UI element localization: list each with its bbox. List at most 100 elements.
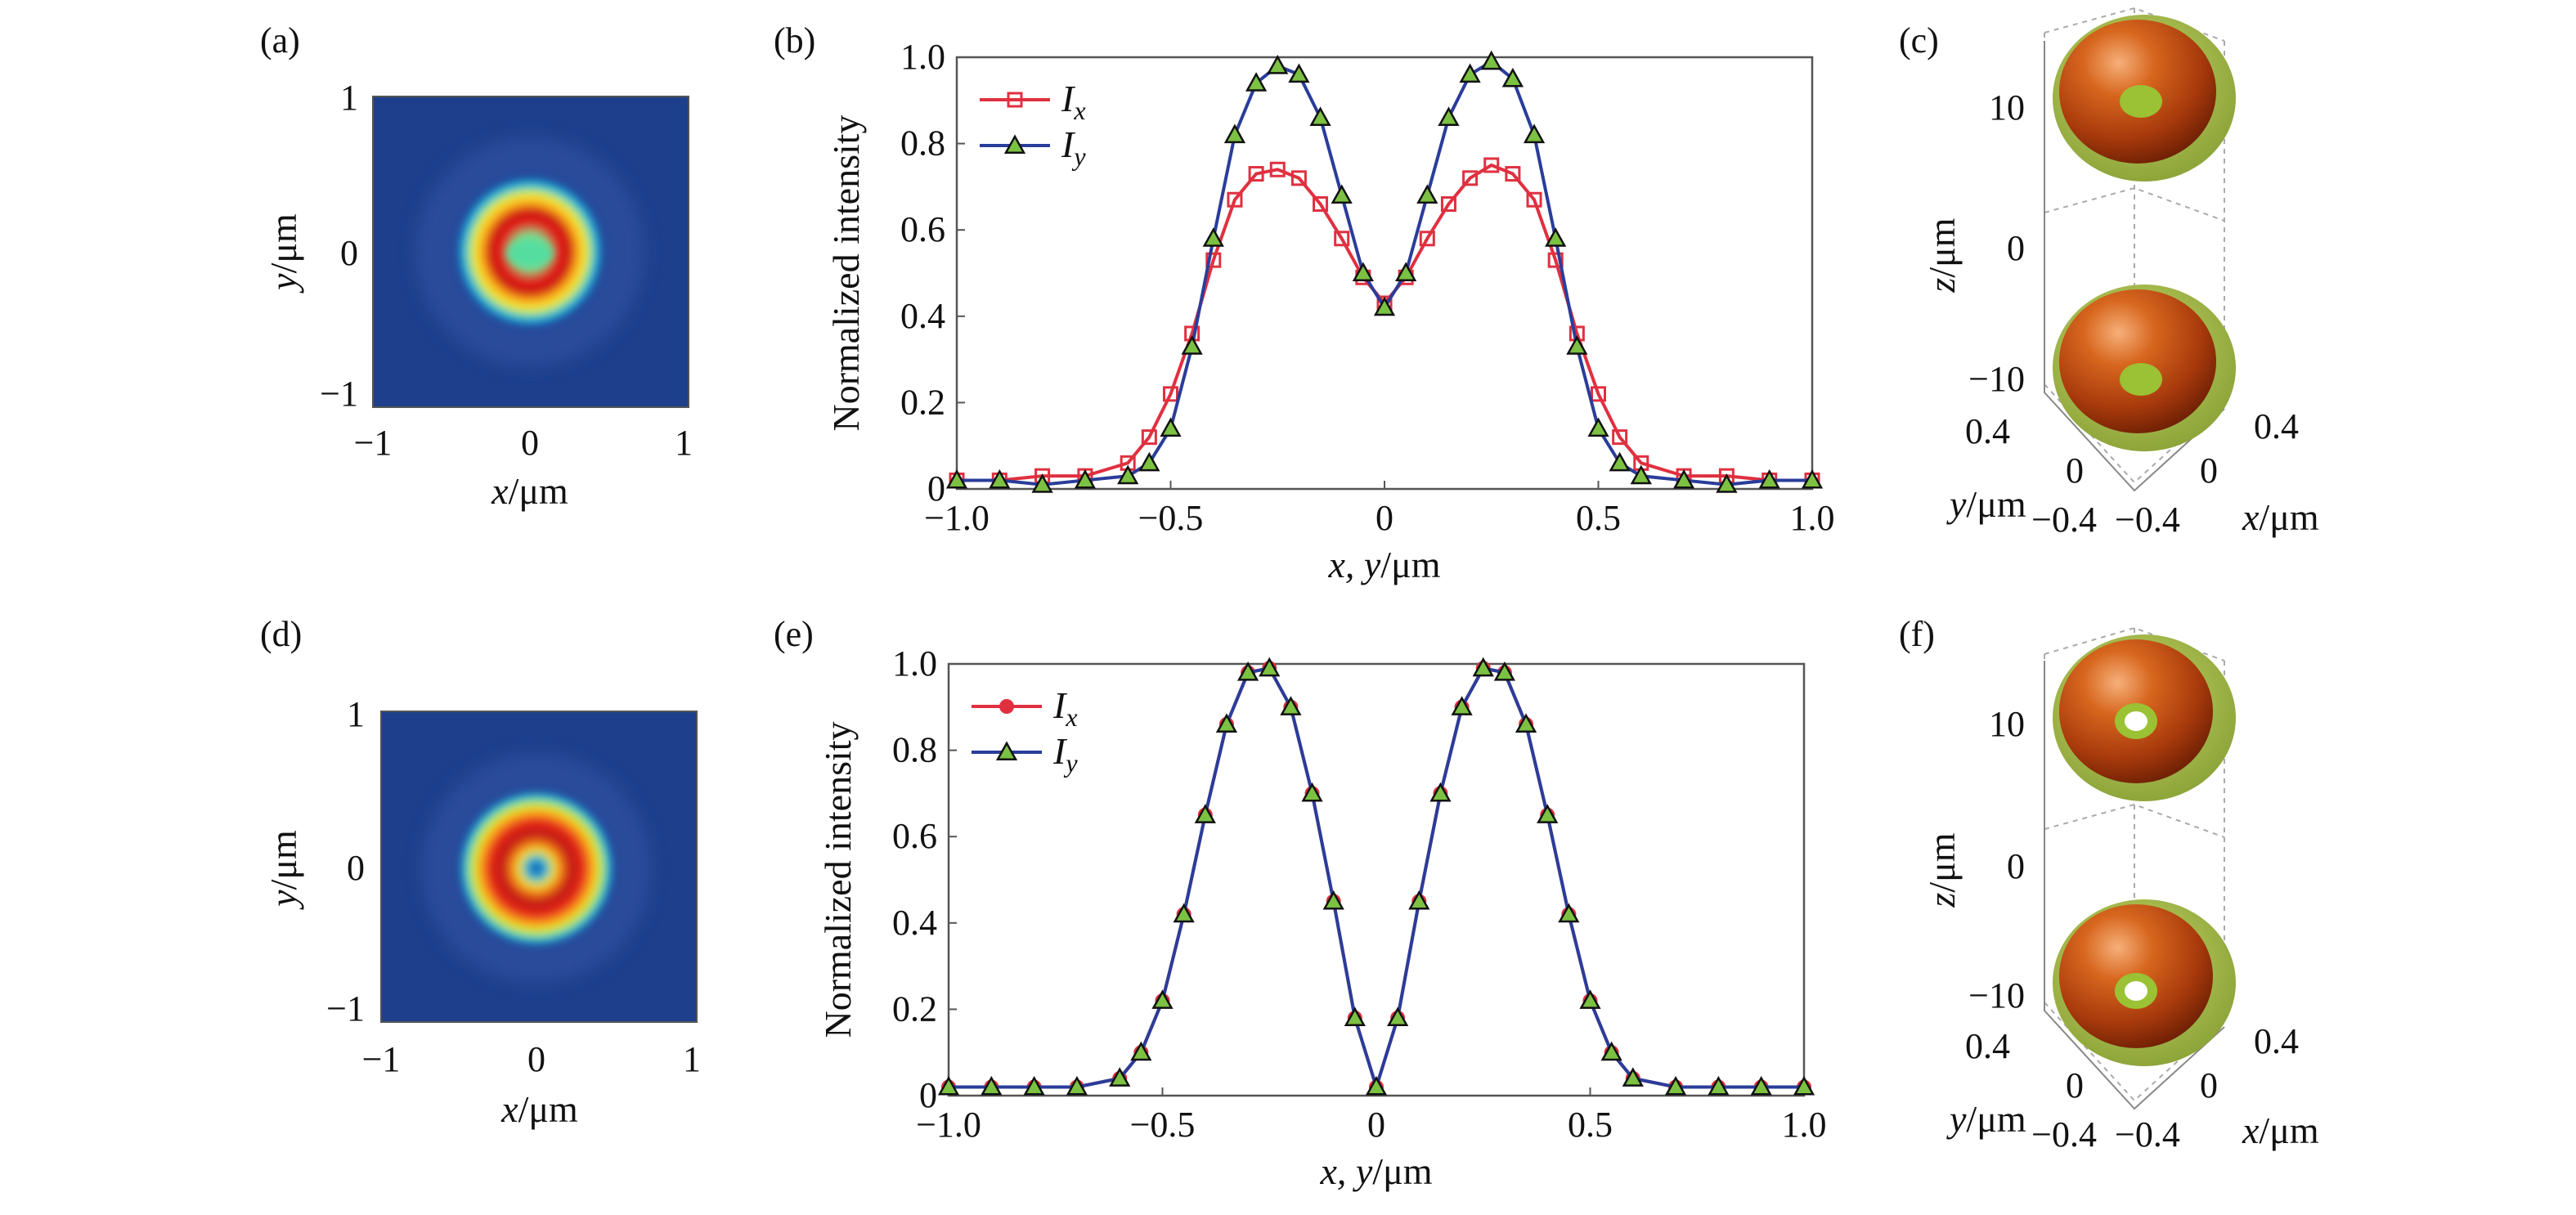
- c-ytick-2: −0.4: [2031, 500, 2097, 540]
- f-torus-hole-top: [2125, 711, 2147, 731]
- a-xtick-mid: 0: [521, 423, 539, 463]
- legend-marker: [995, 741, 1018, 761]
- data-point: [1269, 161, 1286, 177]
- c-xlabel: x/μm: [2242, 496, 2319, 538]
- panel-f: (f) 10 0 −10 z/μm 0.4 0 −0.4 0.4 0 −0.4 …: [1899, 614, 2319, 1154]
- d-xtick-mid: 0: [527, 1039, 545, 1079]
- data-point: [1600, 1041, 1622, 1061]
- c-ztick-top: 10: [1989, 87, 2025, 128]
- a-ytick-top: 1: [340, 78, 358, 118]
- data-point: [1664, 1075, 1687, 1096]
- f-zlabel: z/μm: [1921, 832, 1963, 908]
- data-point: [1716, 473, 1738, 493]
- f-ztick-mid: 0: [2007, 846, 2025, 886]
- panel-d: (d) 1 0 −1 −1 0 1 x/μm y/μm: [260, 614, 701, 1130]
- data-point: [1493, 661, 1516, 681]
- panel-label-c: (c): [1899, 20, 1939, 61]
- data-point: [1313, 196, 1329, 213]
- data-point: [1023, 1075, 1045, 1096]
- data-point: [1591, 386, 1606, 402]
- data-point: [1031, 473, 1053, 493]
- ylabel-b: Normalized intensity: [825, 114, 867, 431]
- xtick-label: 0.5: [1576, 498, 1621, 538]
- data-point: [1395, 262, 1417, 282]
- f-ztick-bottom: −10: [1968, 975, 2025, 1015]
- data-point: [1793, 1075, 1815, 1096]
- a-ytick-bottom: −1: [320, 374, 358, 414]
- data-point: [1480, 50, 1502, 70]
- data-point: [1173, 903, 1195, 923]
- d-xlabel: x/μm: [500, 1088, 578, 1130]
- a-xtick-left: −1: [354, 423, 393, 463]
- data-point: [1074, 469, 1097, 489]
- xtick-label: 1.0: [1790, 498, 1835, 538]
- data-point: [1526, 191, 1542, 208]
- data-point: [1501, 67, 1524, 87]
- plot-frame-b: [955, 56, 1814, 491]
- data-point: [1236, 661, 1259, 681]
- c-3d-box: [2044, 7, 2225, 484]
- f-torus-top: [2053, 634, 2236, 801]
- data-point: [1202, 227, 1224, 247]
- ytick-label: 0.2: [900, 382, 945, 422]
- ytick-label: 0.4: [892, 903, 937, 943]
- legend-label: Ix: [1061, 78, 1086, 125]
- legend-marker: [1003, 134, 1026, 155]
- data-point: [1117, 464, 1139, 485]
- data-point: [981, 1075, 1003, 1096]
- data-point: [1579, 989, 1601, 1009]
- heatmap-d-frame: [380, 711, 698, 1023]
- data-point: [1130, 1041, 1152, 1061]
- d-xtick-left: −1: [362, 1039, 401, 1079]
- a-xlabel: x/μm: [491, 470, 568, 512]
- data-point: [1672, 469, 1695, 489]
- c-torus-core-bottom: [2120, 363, 2162, 396]
- c-zlabel: z/μm: [1921, 217, 1963, 293]
- data-point: [1334, 231, 1350, 247]
- heatmap-a-center: [507, 240, 553, 267]
- data-point: [1267, 54, 1289, 74]
- data-point: [1288, 63, 1310, 83]
- a-ylabel: y/μm: [263, 213, 304, 294]
- data-point: [1758, 469, 1780, 489]
- data-point: [1547, 252, 1564, 268]
- c-torus-bottom: [2053, 285, 2236, 451]
- c-3d-axis-lines: [2044, 41, 2225, 492]
- panel-label-e: (e): [774, 614, 814, 654]
- ytick-label: 0.2: [892, 989, 937, 1029]
- legend-label: Iy: [1061, 123, 1086, 171]
- data-point: [1066, 1075, 1088, 1096]
- xtick-label: 0.5: [1568, 1105, 1613, 1145]
- c-xtick-0: 0.4: [2254, 406, 2299, 446]
- data-point: [1429, 782, 1452, 802]
- panel-label-f: (f): [1899, 614, 1935, 654]
- data-point: [1708, 1075, 1730, 1096]
- heatmap-a-frame: [372, 96, 689, 408]
- data-point: [1280, 696, 1302, 715]
- data-point: [1515, 713, 1537, 733]
- data-point: [1472, 657, 1494, 677]
- data-point: [1205, 252, 1222, 268]
- data-point: [1566, 335, 1588, 355]
- data-point: [1163, 386, 1178, 402]
- c-ztick-bottom: −10: [1968, 359, 2025, 399]
- data-point: [1483, 157, 1500, 173]
- f-ytick-2: −0.4: [2031, 1114, 2097, 1154]
- chart-e: (e) 0 0.2 0.4 0.6 0.8 1.0 −1.0 −0.5 0 0.5 1.0 Normal…: [774, 614, 1827, 1192]
- ytick-label: 0.6: [892, 816, 937, 856]
- f-3d-axis-lines: [2044, 661, 2225, 1110]
- ytick-label: 0.8: [892, 730, 937, 770]
- data-point: [1523, 123, 1546, 144]
- data-point: [1622, 1067, 1644, 1087]
- data-point: [937, 1075, 960, 1096]
- data-point: [1215, 713, 1238, 733]
- data-point: [1227, 191, 1243, 208]
- data-point: [1290, 170, 1307, 186]
- data-point: [1419, 231, 1435, 247]
- c-ytick-0: 0.4: [1965, 411, 2010, 451]
- c-torus-core-top: [2120, 85, 2162, 118]
- data-point: [945, 469, 968, 489]
- f-xtick-0: 0.4: [2254, 1021, 2299, 1061]
- data-point: [1301, 782, 1323, 802]
